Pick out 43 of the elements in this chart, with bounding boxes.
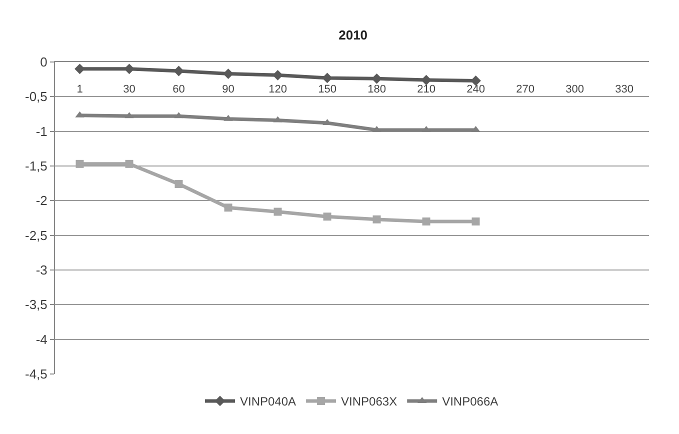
point — [76, 160, 84, 168]
x-tick-label: 210 — [417, 84, 436, 96]
chart-title: 2010 — [338, 27, 368, 42]
y-tick-label: -4 — [36, 332, 48, 347]
point — [372, 73, 382, 84]
point — [174, 180, 183, 188]
x-tick-label: 90 — [222, 84, 234, 96]
y-tick-label: 0 — [40, 54, 48, 70]
point — [323, 212, 332, 221]
x-tick-label: 300 — [566, 84, 584, 96]
x-tick-label: 60 — [172, 84, 185, 96]
y-tick-label: -1 — [36, 124, 48, 139]
point — [274, 208, 282, 216]
point — [124, 64, 134, 74]
point — [223, 68, 234, 79]
point — [322, 72, 332, 84]
point — [421, 74, 432, 86]
y-tick-label: -2 — [36, 193, 48, 208]
y-tick-label: -3,5 — [24, 297, 48, 312]
x-tick-label: 1 — [76, 84, 83, 96]
x-tick-label: 150 — [318, 84, 336, 96]
legend-label: VINP040A — [240, 394, 296, 409]
point — [422, 217, 430, 226]
y-tick-label: -1,5 — [24, 158, 48, 174]
point — [125, 160, 134, 168]
y-tick-label: -4,5 — [24, 366, 48, 382]
x-tick-label: 120 — [268, 84, 287, 96]
x-tick-label: 270 — [516, 84, 534, 96]
x-tick-label: 180 — [368, 84, 386, 96]
point — [472, 217, 480, 226]
y-tick-label: -0,5 — [24, 89, 48, 104]
legend-label: VINP066A — [442, 394, 498, 409]
point — [174, 66, 184, 76]
point — [272, 70, 283, 80]
point — [372, 215, 381, 224]
y-tick-label: -2,5 — [24, 228, 48, 243]
legend-label: VINP063X — [341, 394, 398, 409]
point — [74, 64, 85, 74]
y-tick-label: -3 — [36, 262, 48, 278]
x-tick-label: 30 — [123, 84, 136, 96]
x-tick-label: 330 — [615, 84, 634, 96]
point — [224, 204, 232, 212]
x-tick-label: 240 — [466, 84, 485, 96]
